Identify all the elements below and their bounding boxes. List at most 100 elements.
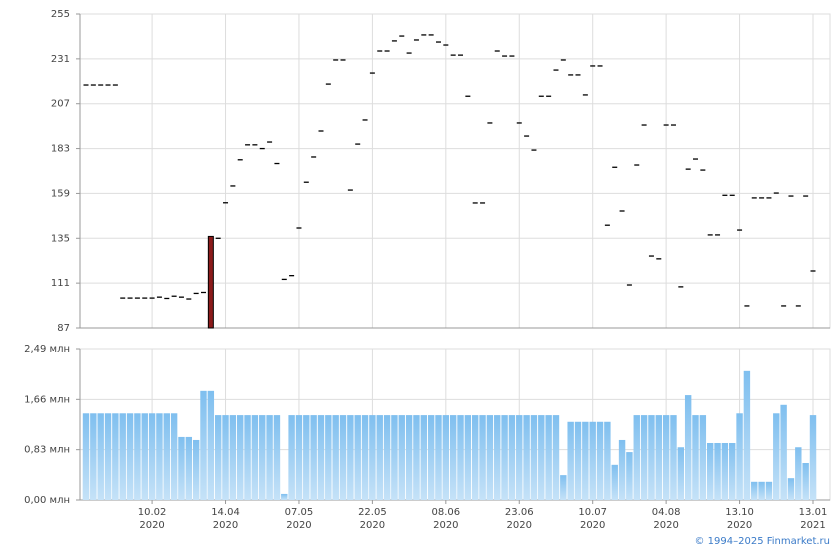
y-tick-label: 255 — [51, 9, 70, 20]
bar-shade — [574, 421, 582, 500]
bar-shade — [795, 447, 802, 500]
bar-shade — [354, 415, 361, 500]
bar-shade — [141, 413, 148, 500]
bar-shade — [736, 413, 743, 500]
bar-shade — [670, 415, 677, 500]
bar-shade — [751, 481, 758, 500]
bar-shade — [596, 421, 604, 500]
bar-shade — [339, 415, 347, 500]
bar-shade — [185, 436, 193, 500]
bar-shade — [802, 463, 809, 500]
bar-shade — [347, 415, 354, 500]
bar-shade — [420, 415, 427, 500]
bar-shade — [281, 493, 288, 500]
bar-shade — [552, 415, 560, 500]
bar-shade — [773, 413, 780, 500]
bar-shade — [706, 442, 714, 500]
bar-shade — [119, 413, 126, 500]
candle — [207, 235, 214, 329]
bar-shade — [244, 415, 251, 500]
bar-shade — [200, 390, 207, 500]
bar-shade — [178, 436, 185, 500]
bar-shade — [442, 415, 450, 500]
bar-shade — [567, 421, 574, 500]
bar-shade — [582, 421, 589, 500]
bar-shade — [729, 442, 736, 500]
bar-shade — [780, 404, 787, 500]
bar-shade — [618, 439, 626, 500]
bar-shade — [692, 415, 699, 500]
y-tick-label: 135 — [51, 233, 70, 244]
y-tick-label: 1,66 млн — [24, 394, 70, 405]
bar-shade — [273, 415, 281, 500]
bar-shade — [501, 415, 508, 500]
bar-shade — [229, 415, 237, 500]
bar-shade — [90, 413, 97, 500]
bar-shade — [523, 415, 530, 500]
bar-shade — [530, 415, 538, 500]
bar-shade — [156, 413, 163, 500]
y-tick-label: 111 — [51, 278, 70, 289]
y-tick-label: 207 — [51, 99, 70, 110]
bar-shade — [405, 415, 413, 500]
bar-shade — [192, 439, 200, 500]
bar-shade — [126, 413, 134, 500]
bar-shade — [538, 415, 545, 500]
x-tick-label: 10.02 2020 — [137, 507, 167, 531]
bar-shade — [662, 415, 670, 500]
plot-area — [79, 13, 831, 329]
bar-shade — [170, 413, 178, 500]
bar-shade — [545, 415, 552, 500]
bar-shade — [611, 464, 618, 500]
bar-shade — [648, 415, 655, 500]
bar-shade — [604, 421, 611, 500]
bar-shade — [383, 415, 391, 500]
bar-shade — [104, 413, 112, 500]
bar-shade — [295, 415, 303, 500]
bar-shade — [148, 413, 156, 500]
bar-shade — [449, 415, 457, 500]
x-tick-label: 13.01 2021 — [798, 507, 828, 531]
y-tick-label: 87 — [57, 323, 70, 334]
bar-shade — [369, 415, 376, 500]
bar-shade — [787, 478, 795, 500]
bar-shade — [134, 413, 141, 500]
bar-shade — [699, 415, 707, 500]
credit[interactable]: © 1994–2025 Finmarket.ru — [694, 536, 830, 547]
y-tick-label: 2,49 млн — [24, 344, 70, 355]
bar-shade — [677, 447, 685, 500]
bar-shade — [398, 415, 405, 500]
bar-shade — [721, 442, 729, 500]
bar-shade — [714, 442, 721, 500]
y-tick-label: 231 — [51, 54, 70, 65]
bar-shade — [413, 415, 420, 500]
x-tick-label: 14.04 2020 — [211, 507, 240, 531]
bar-shade — [684, 395, 692, 500]
bar-shade — [332, 415, 339, 500]
bar-shade — [317, 415, 325, 500]
x-tick-label: 08.06 2020 — [431, 507, 461, 531]
x-tick-label: 04.08 2020 — [651, 507, 681, 531]
bar-shade — [508, 415, 516, 500]
bar-shade — [391, 415, 398, 500]
bar-shade — [222, 415, 229, 500]
x-tick-label: 07.05 2020 — [284, 507, 314, 531]
bar-shade — [435, 415, 442, 500]
bar-shade — [472, 415, 479, 500]
bar-shade — [288, 415, 295, 500]
bar-shade — [464, 415, 472, 500]
bar-shade — [765, 481, 773, 500]
bar-shade — [626, 452, 633, 500]
y-tick-label: 0,00 млн — [24, 495, 70, 506]
bar-shade — [457, 415, 464, 500]
bar-shade — [486, 415, 494, 500]
x-tick-label: 22.05 2020 — [358, 507, 387, 531]
bar-shade — [361, 415, 369, 500]
x-tick-label: 13.10 2020 — [725, 507, 754, 531]
x-tick-label: 10.07 2020 — [578, 507, 607, 531]
bar-shade — [310, 415, 317, 500]
bar-shade — [112, 413, 119, 500]
bar-shade — [266, 415, 273, 500]
bar-shade — [479, 415, 486, 500]
